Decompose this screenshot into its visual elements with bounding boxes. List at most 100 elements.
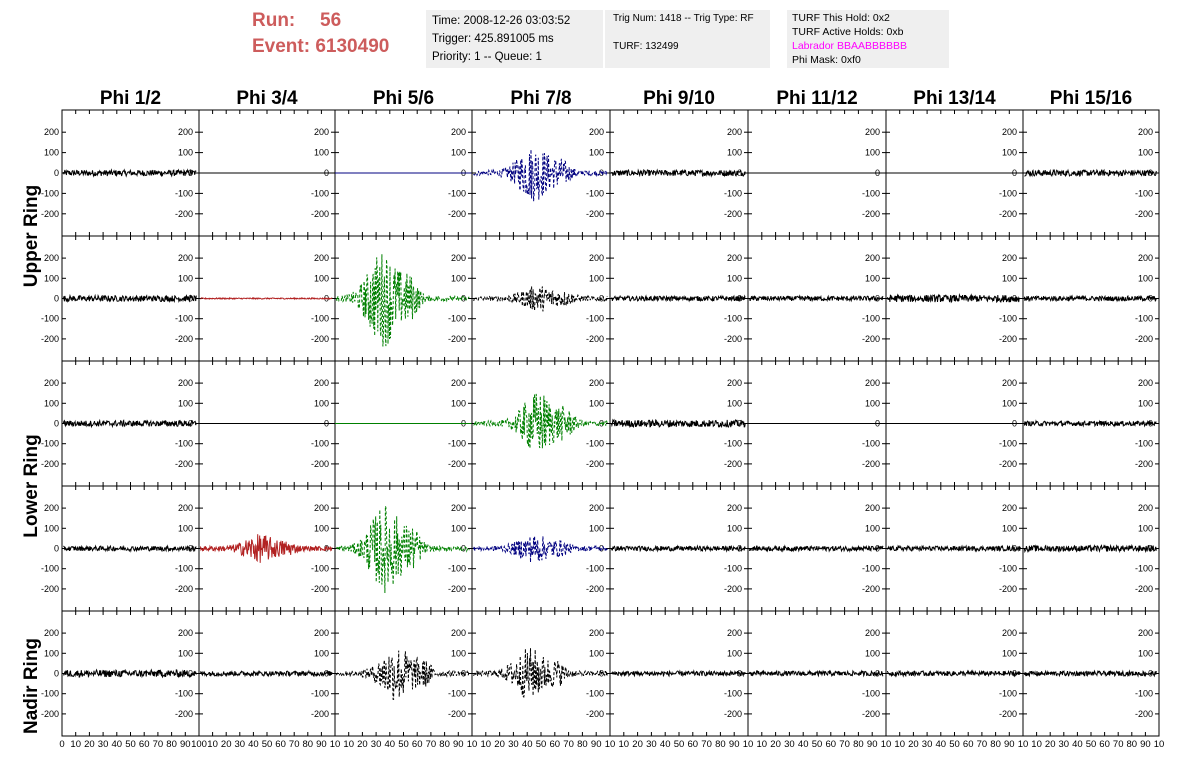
y-tick-label: 100 bbox=[727, 523, 742, 533]
y-tick-label: -200 bbox=[1135, 209, 1153, 219]
y-tick-label: -200 bbox=[586, 459, 604, 469]
trigger-text: Trigger: 425.891005 ms bbox=[432, 33, 554, 45]
y-tick-label: 100 bbox=[727, 148, 742, 158]
y-tick-label: -200 bbox=[448, 709, 466, 719]
y-tick-label: -200 bbox=[724, 584, 742, 594]
y-tick-label: 100 bbox=[865, 523, 880, 533]
x-tick-label: 90 bbox=[867, 739, 878, 750]
x-tick-label: 70 bbox=[563, 739, 574, 750]
y-tick-label: -100 bbox=[41, 689, 59, 699]
waveform-trace bbox=[62, 293, 197, 303]
y-tick-label: 0 bbox=[54, 544, 59, 554]
y-tick-label: -100 bbox=[175, 439, 193, 449]
y-tick-label: 200 bbox=[865, 628, 880, 638]
x-tick-label: 100 bbox=[191, 739, 207, 750]
y-tick-label: -200 bbox=[311, 334, 329, 344]
x-tick-label: 10 bbox=[757, 739, 768, 750]
y-tick-label: -100 bbox=[175, 689, 193, 699]
y-tick-label: 100 bbox=[865, 148, 880, 158]
y-tick-label: -200 bbox=[311, 459, 329, 469]
waveform-trace bbox=[63, 544, 197, 553]
y-tick-label: -100 bbox=[999, 564, 1017, 574]
y-tick-label: -100 bbox=[41, 314, 59, 324]
y-tick-label: 100 bbox=[314, 273, 329, 283]
y-tick-label: -200 bbox=[586, 334, 604, 344]
y-tick-label: 0 bbox=[188, 669, 193, 679]
x-tick-label: 80 bbox=[166, 739, 177, 750]
event-value: 6130490 bbox=[315, 36, 390, 57]
y-tick-label: -100 bbox=[175, 564, 193, 574]
y-tick-label: 200 bbox=[727, 503, 742, 513]
x-tick-label: 10 bbox=[1154, 739, 1165, 750]
waveform-trace bbox=[748, 544, 884, 553]
y-tick-label: 100 bbox=[589, 398, 604, 408]
column-header: Phi 11/12 bbox=[776, 88, 857, 109]
y-tick-label: 100 bbox=[314, 398, 329, 408]
x-tick-label: 50 bbox=[674, 739, 685, 750]
y-tick-label: -100 bbox=[311, 564, 329, 574]
y-tick-label: -200 bbox=[724, 459, 742, 469]
y-tick-label: 200 bbox=[44, 253, 59, 263]
waveform-trace bbox=[886, 544, 1021, 553]
y-tick-label: -200 bbox=[1135, 584, 1153, 594]
y-tick-label: 200 bbox=[727, 253, 742, 263]
x-tick-label: 10 bbox=[1018, 739, 1029, 750]
y-tick-label: 200 bbox=[589, 628, 604, 638]
x-tick-label: 20 bbox=[221, 739, 232, 750]
y-tick-label: -200 bbox=[999, 709, 1017, 719]
labrador-text: Labrador BBAABBBBBB bbox=[792, 40, 907, 52]
y-tick-label: 200 bbox=[727, 127, 742, 137]
y-tick-label: 100 bbox=[589, 273, 604, 283]
waveform-trace bbox=[1024, 168, 1157, 178]
y-tick-label: 100 bbox=[451, 398, 466, 408]
waveform-trace bbox=[611, 669, 746, 678]
y-tick-label: -100 bbox=[311, 188, 329, 198]
y-tick-label: -200 bbox=[724, 709, 742, 719]
y-tick-label: 100 bbox=[1002, 523, 1017, 533]
x-tick-label: 10 bbox=[743, 739, 754, 750]
column-header: Phi 3/4 bbox=[236, 88, 298, 109]
y-tick-label: 200 bbox=[1002, 253, 1017, 263]
y-tick-label: -100 bbox=[311, 439, 329, 449]
y-tick-label: 100 bbox=[178, 148, 193, 158]
x-tick-label: 10 bbox=[70, 739, 81, 750]
y-tick-label: -200 bbox=[41, 209, 59, 219]
x-tick-label: 60 bbox=[1099, 739, 1110, 750]
x-tick-label: 20 bbox=[84, 739, 95, 750]
x-tick-label: 30 bbox=[371, 739, 382, 750]
y-tick-label: 200 bbox=[44, 378, 59, 388]
y-tick-label: 200 bbox=[1002, 503, 1017, 513]
y-tick-label: 100 bbox=[1002, 273, 1017, 283]
y-tick-label: -100 bbox=[448, 689, 466, 699]
y-tick-label: 100 bbox=[451, 523, 466, 533]
waveform-trace bbox=[748, 669, 884, 678]
y-tick-label: 0 bbox=[54, 419, 59, 429]
x-tick-label: 20 bbox=[357, 739, 368, 750]
x-tick-label: 80 bbox=[853, 739, 864, 750]
y-tick-label: -100 bbox=[999, 188, 1017, 198]
y-tick-label: 100 bbox=[451, 273, 466, 283]
y-tick-label: 100 bbox=[727, 648, 742, 658]
y-tick-label: -200 bbox=[862, 709, 880, 719]
column-header: Phi 13/14 bbox=[913, 88, 996, 109]
y-tick-label: -100 bbox=[448, 439, 466, 449]
y-tick-label: -100 bbox=[175, 188, 193, 198]
x-tick-label: 70 bbox=[977, 739, 988, 750]
waveform-trace bbox=[1023, 419, 1157, 428]
y-tick-label: 100 bbox=[1002, 648, 1017, 658]
turf-text: TURF: 132499 bbox=[613, 41, 679, 52]
waveform-trace bbox=[610, 294, 746, 303]
y-tick-label: -100 bbox=[1135, 314, 1153, 324]
y-tick-label: 200 bbox=[451, 503, 466, 513]
y-tick-label: -100 bbox=[448, 564, 466, 574]
y-tick-label: 0 bbox=[737, 168, 742, 178]
y-tick-label: 100 bbox=[865, 273, 880, 283]
y-tick-label: 200 bbox=[178, 503, 193, 513]
y-tick-label: -100 bbox=[586, 314, 604, 324]
y-tick-label: -200 bbox=[586, 209, 604, 219]
x-tick-label: 70 bbox=[426, 739, 437, 750]
y-tick-label: -100 bbox=[999, 689, 1017, 699]
x-tick-label: 90 bbox=[453, 739, 464, 750]
x-tick-label: 30 bbox=[646, 739, 657, 750]
x-tick-label: 60 bbox=[688, 739, 699, 750]
